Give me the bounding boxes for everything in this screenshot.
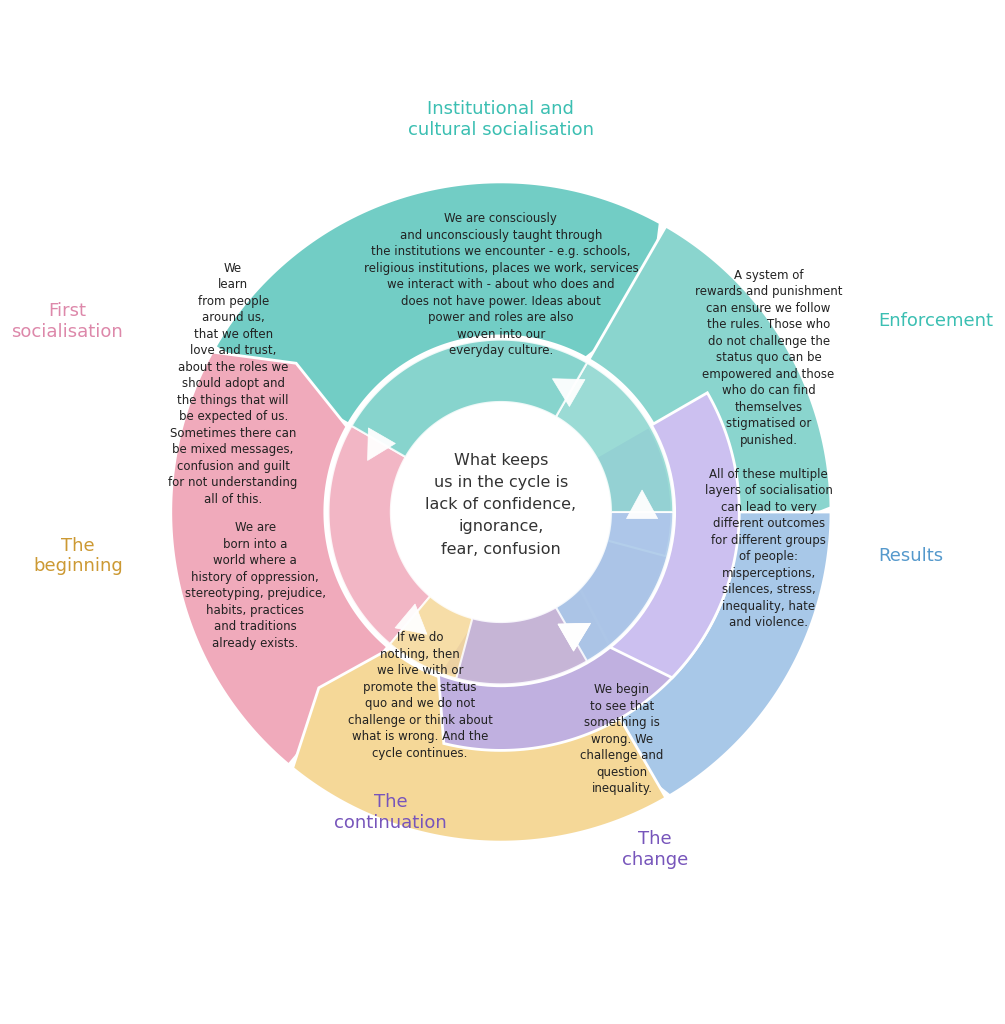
Polygon shape [368,428,395,461]
Polygon shape [215,182,660,424]
Polygon shape [438,541,732,751]
Polygon shape [456,541,667,684]
Polygon shape [626,490,657,518]
Text: Enforcement: Enforcement [878,312,994,331]
Circle shape [393,403,609,621]
Polygon shape [556,362,673,512]
Polygon shape [171,352,388,765]
Polygon shape [553,379,585,407]
Text: What keeps
us in the cycle is
lack of confidence,
ignorance,
fear, confusion: What keeps us in the cycle is lack of co… [425,453,577,557]
Polygon shape [556,512,673,662]
Text: The
beginning: The beginning [33,537,123,575]
Text: The
continuation: The continuation [335,794,447,833]
Text: All of these multiple
layers of socialisation
can lead to very
different outcome: All of these multiple layers of socialis… [705,468,832,630]
Text: If we do
nothing, then
we live with or
promote the status
quo and we do not
chal: If we do nothing, then we live with or p… [348,631,492,760]
Polygon shape [395,604,427,634]
Text: A system of
rewards and punishment
can ensure we follow
the rules. Those who
do : A system of rewards and punishment can e… [694,269,842,446]
Polygon shape [390,596,587,684]
Polygon shape [329,426,430,644]
Polygon shape [352,340,587,457]
Polygon shape [558,624,591,651]
Text: Institutional and
cultural socialisation: Institutional and cultural socialisation [408,100,594,139]
Polygon shape [589,226,831,539]
Polygon shape [591,512,831,796]
Polygon shape [292,648,666,842]
Text: We begin
to see that
something is
wrong. We
challenge and
question
inequality.: We begin to see that something is wrong.… [580,683,663,796]
Text: We
learn
from people
around us,
that we often
love and trust,
about the roles we: We learn from people around us, that we … [169,261,297,506]
Polygon shape [558,624,591,651]
Text: The
change: The change [622,830,688,868]
Polygon shape [580,393,740,678]
Text: We are consciously
and unconsciously taught through
the institutions we encounte: We are consciously and unconsciously tau… [364,212,638,357]
Text: We are
born into a
world where a
history of oppression,
stereotyping, prejudice,: We are born into a world where a history… [185,521,326,649]
Text: First
socialisation: First socialisation [11,302,123,341]
Text: Results: Results [878,547,944,565]
Circle shape [393,403,609,621]
